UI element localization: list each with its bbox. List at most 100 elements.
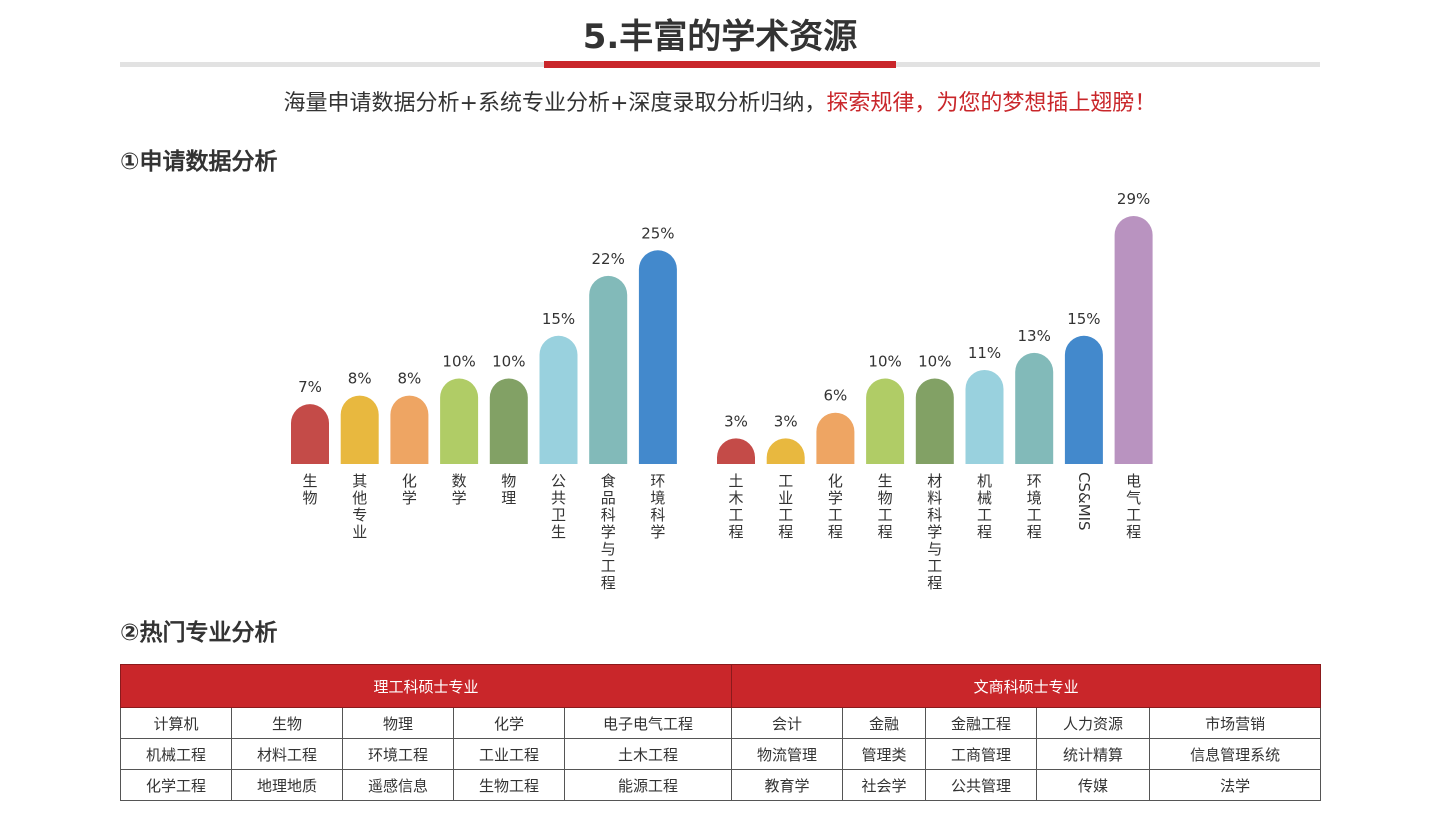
bar — [1114, 216, 1153, 464]
bar — [1015, 352, 1054, 464]
section-title-popular-majors: ②热门专业分析 — [120, 620, 278, 646]
application-data-chart: 7% 生物 8% 其他专业 8% 化学 10% 数学 10% 物理 15% 公共卫生 22% 食品科学与工… — [291, 190, 1153, 592]
table-cell: 化学 — [453, 707, 565, 739]
table-cell: 计算机 — [120, 707, 232, 739]
category-label: 机械工程 — [977, 472, 992, 541]
data-label: 15% — [542, 310, 575, 328]
bar — [1064, 335, 1103, 464]
category-label: 其他专业 — [352, 472, 367, 541]
category-label: 环境工程 — [1027, 472, 1042, 541]
data-label: 10% — [868, 353, 901, 371]
table-cell: 金融工程 — [925, 707, 1038, 739]
table-cell: 环境工程 — [342, 738, 454, 770]
table-cell: 电子电气工程 — [563, 707, 733, 739]
table-cell: 社会学 — [842, 769, 927, 801]
category-label: 公共卫生 — [551, 472, 566, 541]
data-label: 10% — [492, 353, 525, 371]
data-label: 29% — [1117, 190, 1150, 208]
table-cell: 金融 — [842, 707, 927, 739]
table-cell: 能源工程 — [563, 769, 733, 801]
subtitle-highlight: 探索规律，为您的梦想插上翅膀！ — [826, 91, 1157, 116]
table-cell: 化学工程 — [120, 769, 232, 801]
section-title-application-data: ①申请数据分析 — [120, 149, 278, 175]
table-cell: 传媒 — [1036, 769, 1151, 801]
category-label: 电气工程 — [1126, 472, 1141, 541]
header-science-masters: 理工科硕士专业 — [119, 664, 733, 708]
subtitle: 海量申请数据分析+系统专业分析+深度录取分析归纳，探索规律，为您的梦想插上翅膀！ — [120, 88, 1320, 120]
data-label: 11% — [968, 344, 1001, 362]
table-cell: 物流管理 — [731, 738, 844, 770]
data-label: 7% — [298, 378, 322, 396]
table-cell: 教育学 — [731, 769, 844, 801]
table-body: 计算机 生物 物理 化学 电子电气工程 会计 金融 金融工程 人力资源 市场营销 机械工程 材料工程环… — [120, 707, 1322, 801]
table-cell: 土木工程 — [563, 738, 733, 770]
table-cell: 统计精算 — [1036, 738, 1151, 770]
majors-table: 理工科硕士专业 文商科硕士专业 计算机 生物 物理 化学 电子电气工程 会计 金融 金融工程人… — [119, 664, 1322, 801]
data-label: 8% — [398, 370, 422, 388]
table-cell: 公共管理 — [925, 769, 1038, 801]
table-row: 计算机 生物 物理 化学 电子电气工程 会计 金融 金融工程 人力资源 市场营销 — [120, 707, 1322, 739]
data-label: 6% — [824, 387, 848, 405]
bar — [915, 378, 954, 464]
table-cell: 遥感信息 — [342, 769, 454, 801]
bar — [539, 335, 578, 464]
category-label: 食品科学与工程 — [601, 472, 616, 592]
table-cell: 机械工程 — [120, 738, 232, 770]
header-arts-business-masters: 文商科硕士专业 — [731, 664, 1322, 708]
data-label: 25% — [641, 224, 674, 242]
bar — [766, 438, 805, 464]
bar-group-1: 7% 生物 8% 其他专业 8% 化学 10% 数学 10% 物理 15% 公共卫生 22% 食品科学与工… — [291, 224, 677, 592]
category-label: 材料科学与工程 — [927, 472, 942, 592]
category-label: 土木工程 — [728, 472, 743, 541]
category-label: 生物工程 — [878, 472, 893, 541]
bar — [717, 438, 755, 464]
table-header-row: 理工科硕士专业 文商科硕士专业 — [119, 664, 1322, 708]
data-label: 3% — [724, 412, 748, 430]
table-cell: 管理类 — [842, 738, 927, 770]
table-row: 机械工程 材料工程 环境工程 工业工程 土木工程 物流管理 管理类 工商管理 统计精算 信息管理系… — [120, 738, 1322, 770]
table-cell: 地理地质 — [231, 769, 343, 801]
table-cell: 工商管理 — [925, 738, 1038, 770]
bar-group-2: 3% 土木工程 3% 工业工程 6% 化学工程 10% 生物工程 10% 材料科学与工程 11% 机械… — [717, 190, 1153, 592]
table-cell: 生物工程 — [453, 769, 565, 801]
category-label: CS&MIS — [1075, 472, 1093, 531]
bar — [489, 378, 528, 464]
data-label: 3% — [774, 412, 798, 430]
bar — [965, 369, 1004, 464]
table-cell: 法学 — [1149, 769, 1322, 801]
category-label: 工业工程 — [778, 472, 793, 541]
page-title: 5.丰富的学术资源 — [582, 17, 858, 57]
title-area: 5.丰富的学术资源 — [120, 0, 1320, 70]
subtitle-main: 海量申请数据分析+系统专业分析+深度录取分析归纳， — [283, 91, 827, 116]
bar — [390, 395, 429, 464]
data-label: 22% — [592, 250, 625, 268]
table-cell: 物理 — [342, 707, 454, 739]
table-row: 化学工程 地理地质 遥感信息 生物工程 能源工程 教育学 社会学 公共管理 传媒 法学 — [120, 769, 1322, 801]
category-label: 环境科学 — [650, 472, 665, 541]
category-label: 数学 — [452, 472, 467, 507]
bar — [340, 395, 379, 464]
bar — [638, 250, 677, 464]
bar — [866, 378, 905, 464]
table-cell: 信息管理系统 — [1149, 738, 1322, 770]
table-cell: 工业工程 — [453, 738, 565, 770]
table-cell: 会计 — [731, 707, 844, 739]
category-label: 化学 — [402, 472, 417, 507]
table-cell: 生物 — [231, 707, 343, 739]
table-cell: 市场营销 — [1149, 707, 1322, 739]
category-label: 化学工程 — [828, 472, 843, 541]
data-label: 15% — [1067, 310, 1100, 328]
data-label: 8% — [348, 370, 372, 388]
data-label: 10% — [918, 353, 951, 371]
table-cell: 人力资源 — [1036, 707, 1151, 739]
title-accent-bar — [544, 61, 896, 68]
category-label: 物理 — [501, 472, 516, 507]
bar — [816, 412, 855, 464]
table-cell: 材料工程 — [231, 738, 343, 770]
data-label: 10% — [442, 353, 475, 371]
bar — [291, 404, 329, 464]
bar — [589, 275, 628, 464]
data-label: 13% — [1018, 327, 1051, 345]
bar — [440, 378, 479, 464]
category-label: 生物 — [302, 472, 317, 507]
